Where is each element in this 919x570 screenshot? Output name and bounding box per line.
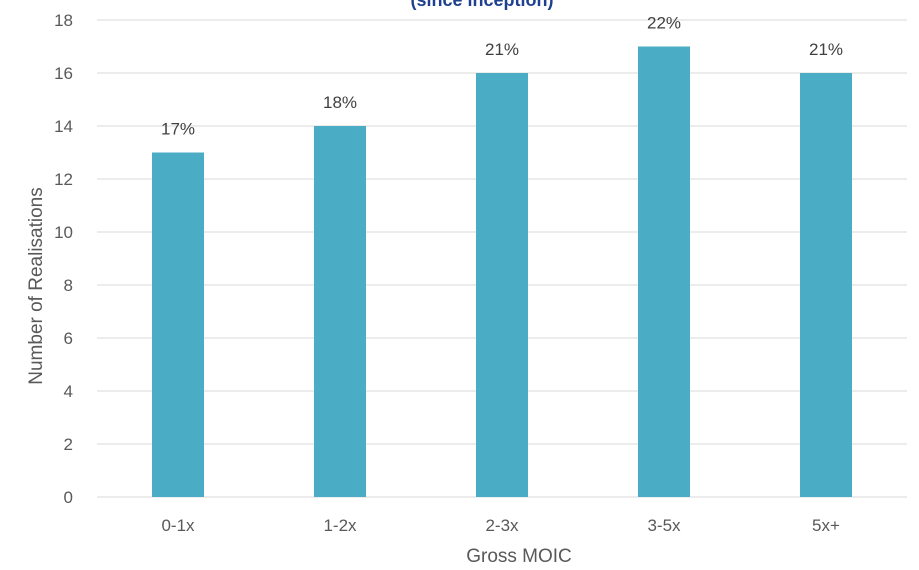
data-labels: 17% 18% 21% 22% 21% (161, 14, 843, 139)
x-tick-label: 0-1x (161, 516, 195, 535)
x-tick-label: 2-3x (485, 516, 519, 535)
y-tick-label: 12 (54, 170, 73, 189)
y-tick-label: 16 (54, 64, 73, 83)
bar (314, 126, 366, 497)
bar-data-label: 18% (323, 93, 357, 112)
chart-title: (since inception) (410, 0, 553, 10)
bar (476, 73, 528, 497)
y-tick-label: 0 (64, 488, 73, 507)
bar (800, 73, 852, 497)
bar (638, 46, 690, 497)
y-tick-label: 2 (64, 435, 73, 454)
y-tick-label: 10 (54, 223, 73, 242)
y-tick-label: 6 (64, 329, 73, 348)
x-axis-ticks: 0-1x 1-2x 2-3x 3-5x 5x+ (161, 516, 840, 535)
x-tick-label: 5x+ (812, 516, 840, 535)
x-axis-title: Gross MOIC (466, 546, 572, 567)
bar-data-label: 21% (809, 40, 843, 59)
bars (152, 46, 852, 497)
y-tick-label: 14 (54, 117, 73, 136)
bar-data-label: 21% (485, 40, 519, 59)
x-tick-label: 3-5x (647, 516, 681, 535)
bar-data-label: 22% (647, 14, 681, 33)
y-tick-label: 4 (64, 382, 73, 401)
y-tick-label: 18 (54, 11, 73, 30)
bar-data-label: 17% (161, 120, 195, 139)
y-tick-label: 8 (64, 276, 73, 295)
x-tick-label: 1-2x (323, 516, 357, 535)
y-axis-ticks: 0 2 4 6 8 10 12 14 16 18 (54, 11, 73, 507)
bar (152, 152, 204, 497)
y-axis-title: Number of Realisations (26, 187, 47, 384)
